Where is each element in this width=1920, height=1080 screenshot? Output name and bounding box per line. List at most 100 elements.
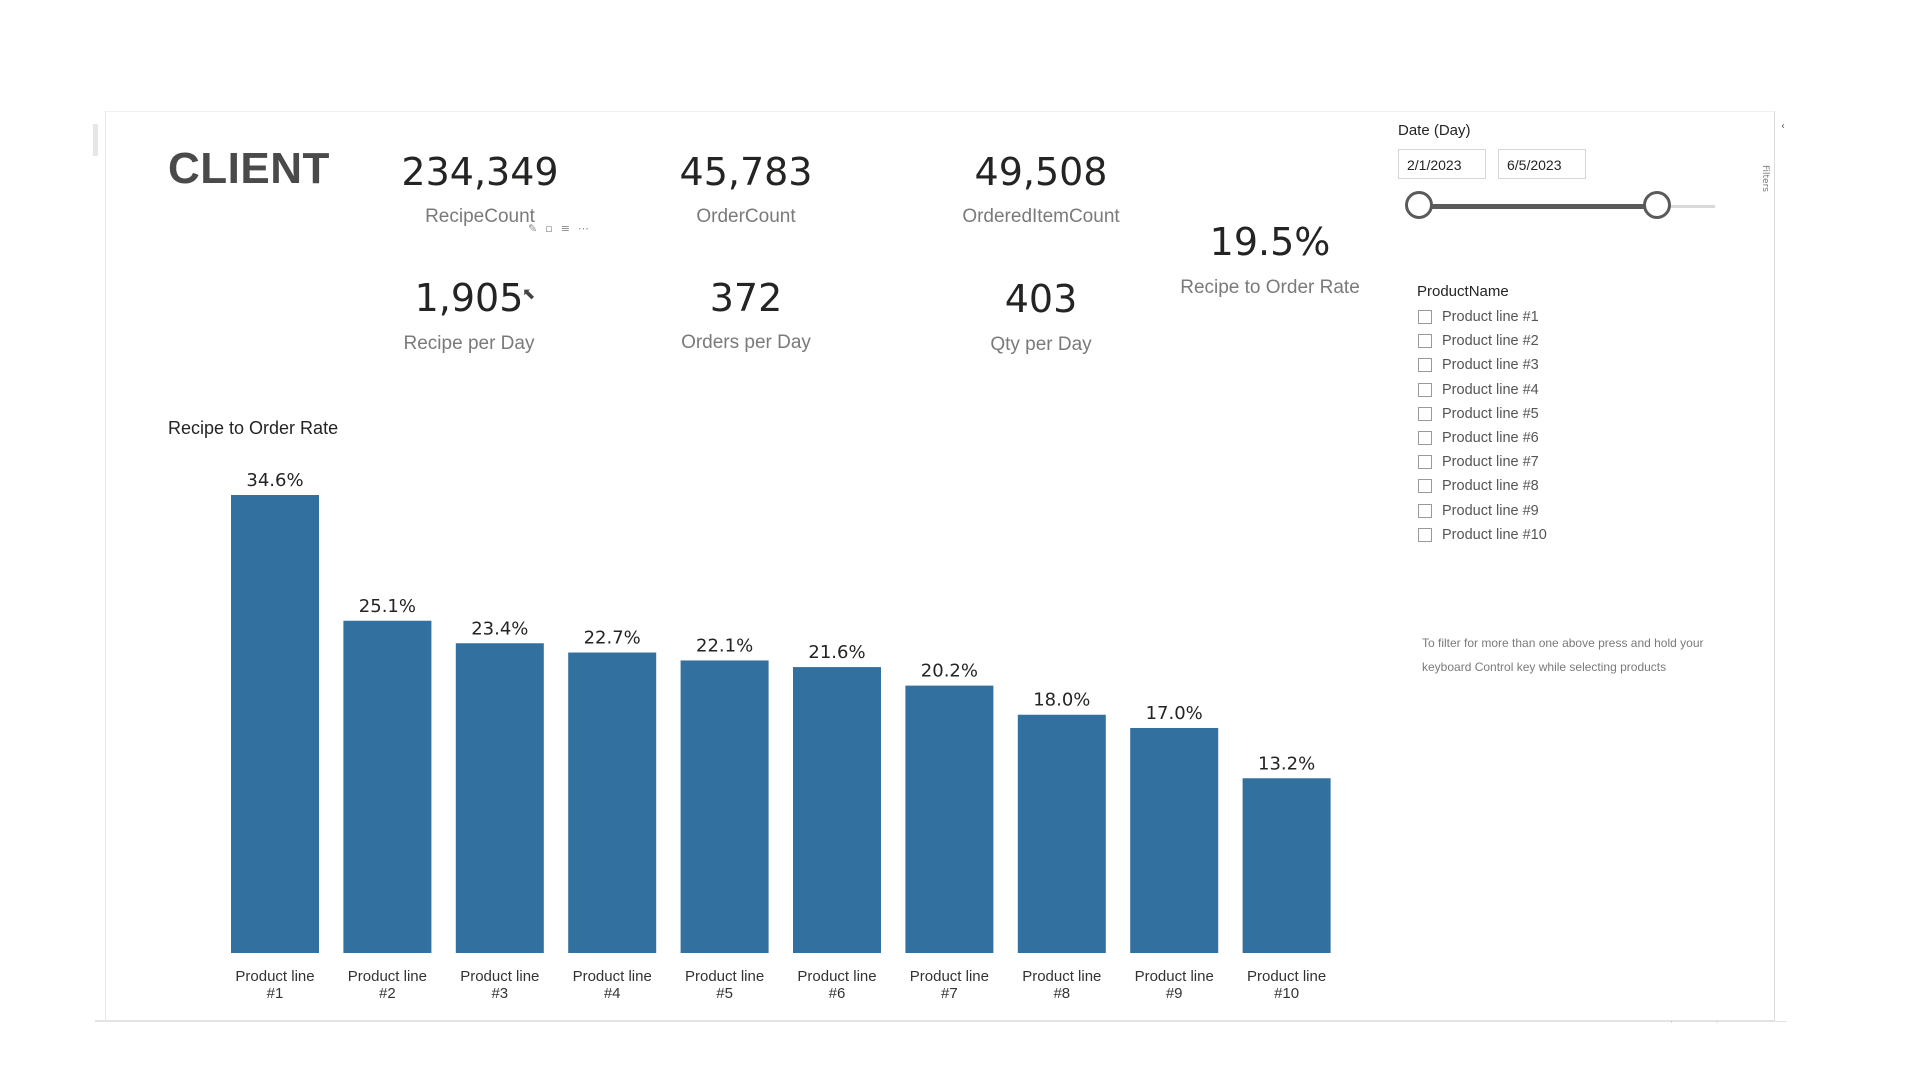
bar-8[interactable] [1017, 714, 1106, 953]
product-slicer-item-label: Product line #1 [1442, 309, 1539, 325]
kpi-recipe-count-label: RecipeCount [425, 206, 535, 227]
bar-data-label: 22.1% [696, 635, 753, 656]
checkbox-icon[interactable] [1418, 455, 1432, 470]
x-axis-tick-label: Product line [460, 968, 539, 985]
mouse-cursor-icon: ⬉ [522, 284, 536, 303]
x-axis-tick-label: Product line [235, 968, 314, 985]
x-axis-tick-label: #7 [941, 985, 958, 1002]
product-slicer-item[interactable]: Product line #6 [1418, 427, 1539, 449]
bar-data-label: 34.6% [246, 470, 303, 491]
bar-5[interactable] [680, 660, 769, 953]
checkbox-icon[interactable] [1418, 358, 1432, 373]
product-slicer-item-label: Product line #10 [1442, 526, 1547, 543]
client-logo: CLIENT [168, 144, 330, 193]
more-options-icon[interactable]: ⋯ [577, 222, 597, 235]
kpi-order-count-label: OrderCount [696, 206, 796, 227]
checkbox-icon[interactable] [1418, 382, 1432, 397]
product-slicer-item[interactable]: Product line #9 [1418, 500, 1539, 522]
bar-4[interactable] [568, 652, 657, 953]
kpi-qty-per-day-value: 403 [1004, 277, 1078, 321]
date-slider-end-handle[interactable] [1643, 191, 1671, 219]
x-axis-tick-label: #9 [1166, 985, 1183, 1002]
bar-10[interactable] [1242, 778, 1331, 953]
x-axis-tick-label: #6 [829, 985, 846, 1002]
x-axis-tick-label: Product line [1135, 968, 1214, 985]
checkbox-icon[interactable] [1418, 310, 1432, 324]
filter-hint-text: To filter for more than one above press … [1422, 636, 1704, 674]
bar-data-label: 20.2% [921, 661, 978, 682]
product-slicer-item[interactable]: Product line #1 [1418, 306, 1539, 328]
visual-header-toolbar[interactable]: ✎▫≡⋯ [528, 222, 597, 235]
page-edge-marker [93, 124, 98, 156]
bar-9[interactable] [1130, 727, 1219, 953]
product-slicer-title: ProductName [1417, 283, 1509, 300]
filters-pane-collapsed[interactable] [1774, 111, 1787, 1021]
x-axis-tick-label: #2 [379, 985, 396, 1002]
footer-marks: · · [1670, 1018, 1739, 1028]
kpi-recipe-per-day-label: Recipe per Day [403, 333, 535, 354]
kpi-qty-per-day-label: Qty per Day [990, 334, 1092, 355]
x-axis-tick-label: Product line [685, 968, 764, 985]
copy-icon[interactable]: ▫ [545, 222, 561, 235]
x-axis-tick-label: Product line [910, 968, 989, 985]
bar-data-label: 25.1% [359, 596, 416, 617]
product-slicer-item[interactable]: Product line #4 [1418, 379, 1539, 401]
checkbox-icon[interactable] [1418, 479, 1432, 494]
kpi-recipe-to-order-rate-label: Recipe to Order Rate [1180, 277, 1360, 298]
x-axis-tick-label: #3 [491, 985, 508, 1002]
x-axis-tick-label: #1 [267, 985, 284, 1002]
kpi-orders-per-day-label: Orders per Day [681, 332, 811, 353]
date-slicer-title: Date (Day) [1398, 122, 1471, 139]
filters-pane-label[interactable]: Filters [1760, 165, 1770, 192]
bar-6[interactable] [793, 667, 881, 953]
product-slicer-item-label: Product line #7 [1442, 454, 1539, 471]
filter-icon[interactable]: ≡ [560, 222, 578, 235]
kpi-orders-per-day-value: 372 [709, 276, 783, 320]
kpi-recipe-per-day-value: 1,905 [414, 276, 524, 320]
x-axis-tick-label: #8 [1053, 985, 1070, 1002]
expand-pane-icon[interactable]: ‹ [1781, 121, 1785, 132]
product-slicer-item-label: Product line #2 [1442, 333, 1539, 350]
bar-data-label: 13.2% [1258, 753, 1315, 774]
product-slicer-item-label: Product line #5 [1442, 405, 1539, 422]
bar-1[interactable] [231, 495, 319, 953]
product-slicer-item-label: Product line #4 [1442, 381, 1539, 398]
date-start-input[interactable]: 2/1/2023 [1398, 149, 1486, 179]
x-axis-tick-label: Product line [1022, 968, 1101, 985]
bar-3[interactable] [455, 643, 544, 953]
bar-data-label: 21.6% [808, 642, 865, 663]
bar-data-label: 23.4% [471, 618, 528, 639]
checkbox-icon[interactable] [1418, 503, 1432, 518]
checkbox-icon[interactable] [1418, 406, 1432, 421]
product-slicer-item-label: Product line #9 [1442, 502, 1539, 519]
product-slicer-item-label: Product line #6 [1442, 430, 1539, 446]
kpi-order-count-value: 45,783 [679, 150, 813, 194]
canvas-bottom-border [95, 1020, 1787, 1022]
checkbox-icon[interactable] [1418, 527, 1432, 542]
checkbox-icon[interactable] [1418, 334, 1432, 349]
bar-7[interactable] [905, 685, 994, 953]
product-slicer-item[interactable]: Product line #8 [1418, 475, 1539, 497]
product-slicer-item[interactable]: Product line #7 [1418, 451, 1539, 473]
x-axis-tick-label: #10 [1274, 985, 1299, 1002]
kpi-recipe-count-value: 234,349 [401, 150, 559, 194]
product-slicer-item[interactable]: Product line #10 [1418, 524, 1547, 546]
x-axis-tick-label: #4 [604, 985, 621, 1002]
product-slicer-item[interactable]: Product line #2 [1418, 330, 1539, 352]
product-slicer-item[interactable]: Product line #3 [1418, 354, 1539, 376]
product-slicer-item-label: Product line #8 [1442, 478, 1539, 495]
x-axis-tick-label: Product line [573, 968, 652, 985]
checkbox-icon[interactable] [1418, 431, 1432, 445]
pin-icon[interactable]: ✎ [528, 222, 546, 235]
date-slider-start-handle[interactable] [1405, 191, 1433, 219]
bar-data-label: 18.0% [1033, 690, 1090, 711]
product-slicer-item[interactable]: Product line #5 [1418, 403, 1539, 425]
kpi-recipe-to-order-rate-value: 19.5% [1209, 220, 1331, 264]
x-axis-tick-label: Product line [797, 968, 876, 985]
recipe-to-order-rate-bar-chart: 34.6%Product line#125.1%Product line#223… [231, 470, 1331, 1002]
bar-2[interactable] [343, 620, 432, 953]
bar-data-label: 17.0% [1146, 703, 1203, 724]
chart-title: Recipe to Order Rate [168, 418, 339, 438]
date-end-input[interactable]: 6/5/2023 [1498, 149, 1586, 179]
x-axis-tick-label: #5 [716, 985, 733, 1002]
